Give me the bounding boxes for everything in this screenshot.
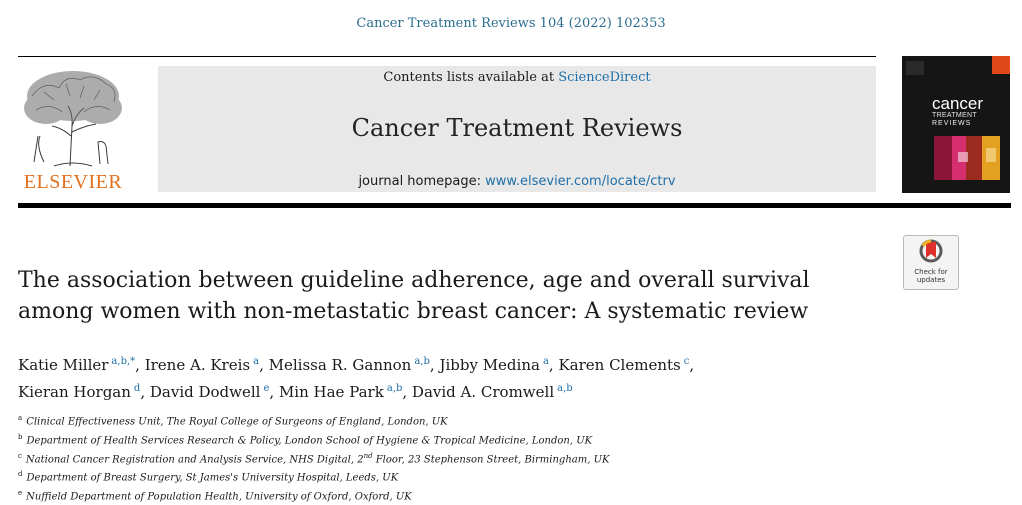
- journal-citation: Cancer Treatment Reviews 104 (2022) 1023…: [356, 16, 666, 31]
- article-title: The association between guideline adhere…: [18, 268, 810, 324]
- author-affiliation-marks[interactable]: a,b: [414, 356, 430, 367]
- cover-subtitle: TREATMENT: [932, 112, 977, 119]
- journal-title: Cancer Treatment Reviews: [351, 114, 683, 142]
- author-affiliation-marks[interactable]: a: [253, 356, 260, 367]
- affiliation-label: a: [18, 414, 23, 422]
- header-rule: [18, 56, 876, 57]
- author-affiliation-marks[interactable]: c: [683, 356, 690, 367]
- affiliation-item: d Department of Breast Surgery, St James'…: [18, 467, 918, 486]
- check-label-line1: Check for: [914, 268, 948, 276]
- affiliation-label: d: [18, 470, 23, 479]
- journal-banner: Contents lists available at ScienceDirec…: [158, 66, 876, 192]
- author[interactable]: Melissa R. Gannon a,b: [269, 356, 430, 374]
- elsevier-wordmark: ELSEVIER: [23, 171, 123, 193]
- author[interactable]: Katie Miller a,b,*: [18, 356, 135, 374]
- author-affiliation-marks[interactable]: a,b,*: [111, 356, 136, 367]
- author-separator: ,: [259, 356, 269, 374]
- author-name[interactable]: Irene A. Kreis: [144, 356, 251, 374]
- homepage-prefix: journal homepage:: [358, 174, 486, 189]
- author-name[interactable]: David A. Cromwell: [411, 383, 555, 401]
- sciencedirect-link[interactable]: ScienceDirect: [558, 70, 651, 85]
- author-list: Katie Miller a,b,*, Irene A. Kreis a, Me…: [18, 350, 868, 404]
- header-thick-rule: [18, 203, 1011, 208]
- affiliation-item: a Clinical Effectiveness Unit, The Royal …: [18, 411, 918, 430]
- cover-art-icon: [902, 56, 1010, 193]
- affiliation-label: b: [18, 432, 23, 441]
- check-for-updates-label: Check for updates: [904, 268, 958, 284]
- cover-title: cancer: [932, 94, 984, 113]
- author-affiliation-marks[interactable]: a,b: [386, 383, 403, 394]
- ordinal-suffix: nd: [363, 451, 373, 460]
- author-affiliation-marks[interactable]: e: [263, 383, 270, 394]
- author-name[interactable]: Kieran Horgan: [18, 383, 131, 401]
- journal-homepage-link[interactable]: www.elsevier.com/locate/ctrv: [485, 174, 676, 189]
- author-name[interactable]: David Dodwell: [149, 383, 261, 401]
- contents-prefix: Contents lists available at: [383, 70, 559, 85]
- author[interactable]: Kieran Horgan d: [18, 383, 140, 401]
- author-separator: ,: [140, 383, 150, 401]
- affiliation-text: Nuffield Department of Population Health…: [26, 491, 412, 503]
- author[interactable]: David Dodwell e: [150, 383, 270, 401]
- affiliation-label: e: [18, 489, 23, 498]
- author-separator: ,: [548, 356, 559, 374]
- author-name[interactable]: Min Hae Park: [278, 383, 384, 401]
- journal-cover-thumbnail[interactable]: cancer TREATMENT REVIEWS: [902, 56, 1010, 193]
- author[interactable]: David A. Cromwell a,b: [412, 383, 573, 401]
- tree-of-knowledge-icon: [24, 71, 122, 167]
- author[interactable]: Min Hae Park a,b: [279, 383, 402, 401]
- author-name[interactable]: Karen Clements: [558, 356, 681, 374]
- affiliation-label: c: [18, 451, 22, 460]
- affiliation-item: e Nuffield Department of Population Healt…: [18, 486, 918, 505]
- affiliation-item: b Department of Health Services Research …: [18, 430, 918, 449]
- author-separator: ,: [402, 383, 412, 401]
- affiliation-list: a Clinical Effectiveness Unit, The Royal …: [18, 411, 918, 505]
- author-affiliation-marks[interactable]: d: [133, 383, 141, 394]
- check-label-line2: updates: [916, 276, 946, 284]
- cover-subtitle-2: REVIEWS: [932, 120, 972, 127]
- affiliation-text: Department of Health Services Research &…: [26, 435, 593, 447]
- homepage-line: journal homepage: www.elsevier.com/locat…: [158, 174, 876, 189]
- bookmark-check-icon: [919, 239, 943, 263]
- author[interactable]: Karen Clements c: [558, 356, 689, 374]
- contents-line: Contents lists available at ScienceDirec…: [158, 70, 876, 85]
- check-for-updates-button[interactable]: Check for updates: [903, 235, 959, 290]
- author-name[interactable]: Jibby Medina: [439, 356, 540, 374]
- author-name[interactable]: Melissa R. Gannon: [268, 356, 412, 374]
- affiliation-text: National Cancer Registration and Analysi…: [25, 453, 364, 465]
- affiliation-text-cont: Floor, 23 Stephenson Street, Birmingham,…: [372, 453, 610, 465]
- affiliation-item: c National Cancer Registration and Analys…: [18, 449, 918, 468]
- author[interactable]: Jibby Medina a: [439, 356, 548, 374]
- affiliation-text: Department of Breast Surgery, St James's…: [26, 472, 399, 484]
- author[interactable]: Irene A. Kreis a: [145, 356, 259, 374]
- elsevier-logo[interactable]: ELSEVIER: [14, 66, 132, 194]
- author-affiliation-marks[interactable]: a: [542, 356, 549, 367]
- author-separator: ,: [429, 356, 440, 374]
- author-separator: ,: [135, 356, 145, 374]
- author-affiliation-marks[interactable]: a,b: [557, 383, 573, 394]
- author-separator: ,: [269, 383, 279, 401]
- affiliation-text: Clinical Effectiveness Unit, The Royal C…: [26, 416, 448, 428]
- author-name[interactable]: Katie Miller: [18, 356, 109, 374]
- author-separator: ,: [689, 356, 695, 374]
